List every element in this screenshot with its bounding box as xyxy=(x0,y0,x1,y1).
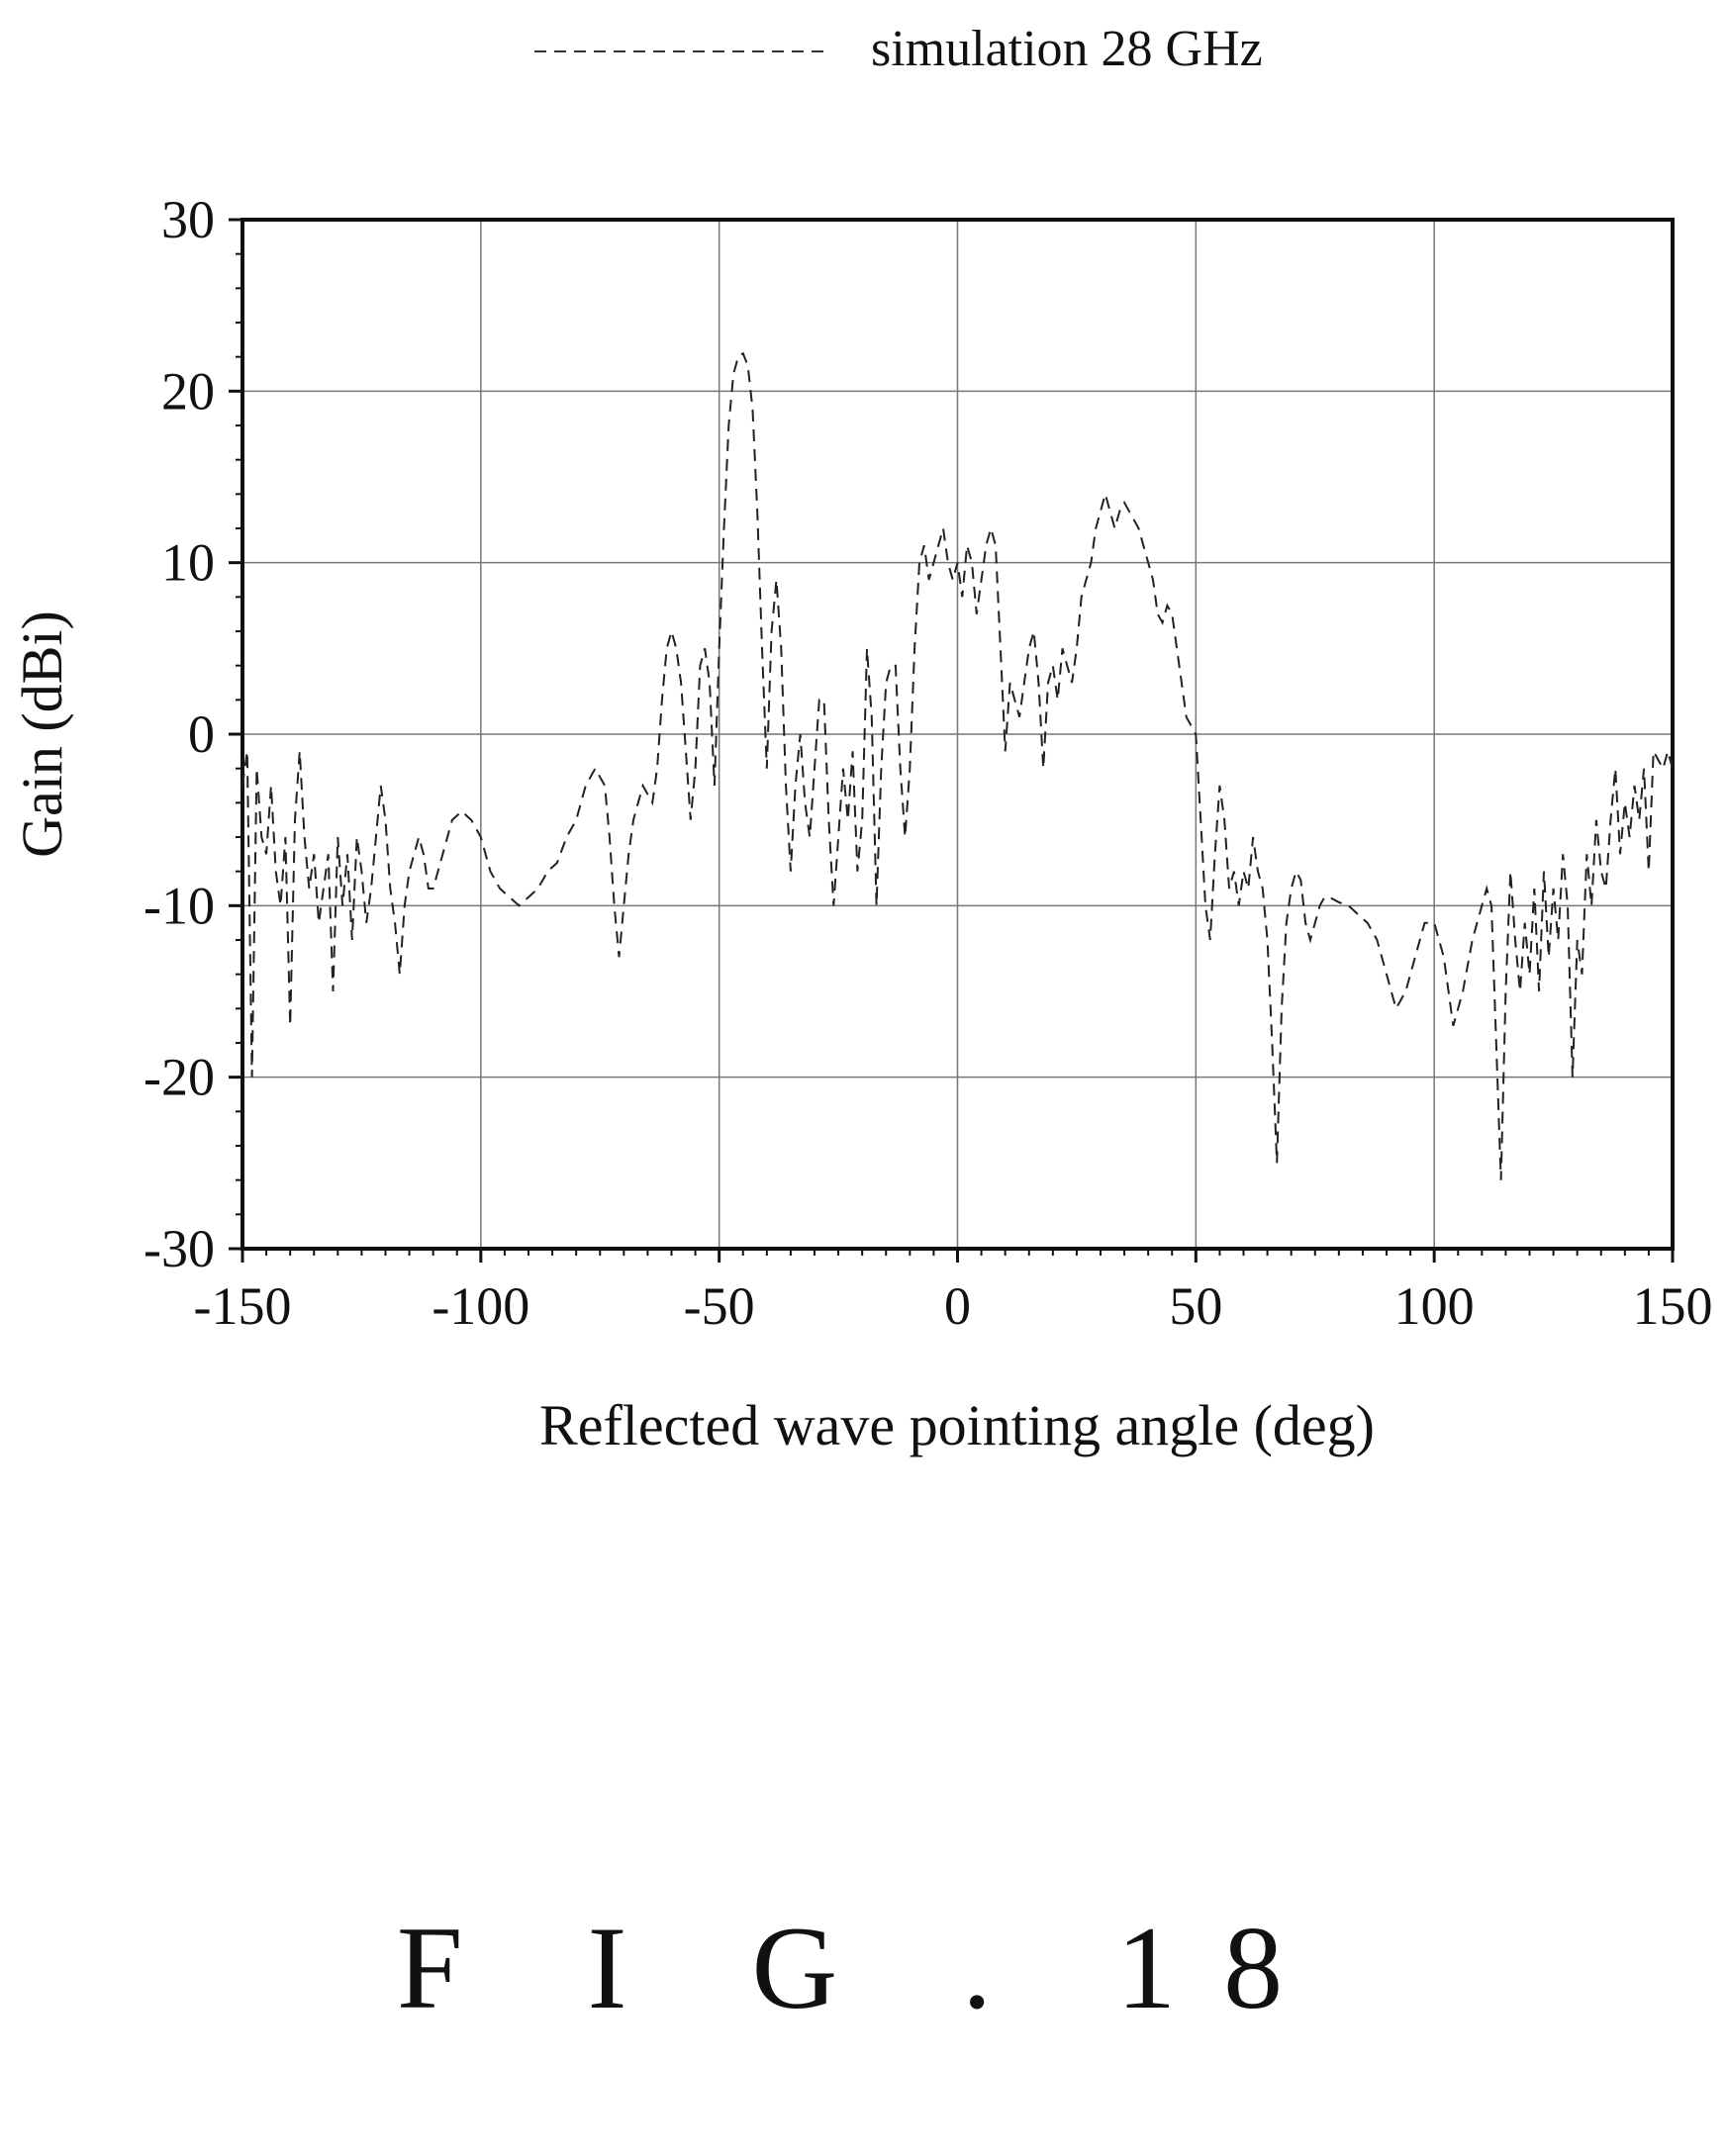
y-axis-label: Gain (dBi) xyxy=(10,610,74,858)
x-tick-label: -50 xyxy=(684,1276,755,1336)
x-tick-label: 0 xyxy=(944,1276,971,1336)
legend-label: simulation 28 GHz xyxy=(871,21,1263,77)
y-tick-label: -10 xyxy=(144,876,215,935)
x-tick-label: 150 xyxy=(1633,1276,1713,1336)
x-tick-labels: -150 -100 -50 0 50 100 150 xyxy=(194,1276,1713,1336)
y-tick-label: 30 xyxy=(161,190,215,249)
y-tick-label: -20 xyxy=(144,1048,215,1107)
y-tick-label: 10 xyxy=(161,533,215,593)
x-axis-label: Reflected wave pointing angle (deg) xyxy=(539,1393,1375,1457)
x-tick-label: 100 xyxy=(1394,1276,1475,1336)
legend: simulation 28 GHz xyxy=(534,21,1263,77)
figure-label: F I G . 18 xyxy=(396,1902,1331,2033)
y-tick-label: 0 xyxy=(188,704,215,764)
gain-chart: simulation 28 GHz -150 -100 -50 0 50 100 150 -… xyxy=(10,21,1713,1457)
y-tick-label: -30 xyxy=(144,1219,215,1278)
y-tick-label: 20 xyxy=(161,361,215,421)
grid xyxy=(242,220,1673,1249)
series-line-simulation-28ghz xyxy=(241,351,1674,1180)
y-tick-labels: -30 -20 -10 0 10 20 30 xyxy=(144,190,215,1278)
x-tick-label: -100 xyxy=(432,1276,529,1336)
x-tick-label: -150 xyxy=(194,1276,292,1336)
x-tick-label: 50 xyxy=(1169,1276,1222,1336)
axis-ticks xyxy=(229,218,1675,1263)
